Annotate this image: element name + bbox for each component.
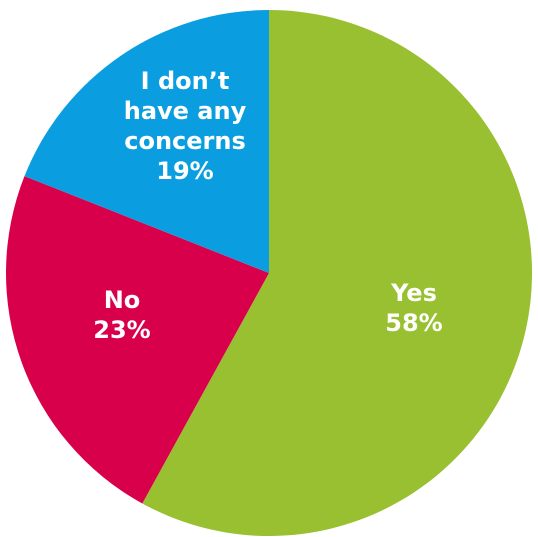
label-no-concerns-line: I don’t — [141, 67, 230, 95]
label-yes-line: 58% — [385, 309, 442, 337]
label-no: No 23% — [93, 286, 150, 344]
label-no-line: No — [104, 286, 141, 314]
pie-labels: Yes 58% No 23% I don’t have any concerns 19% — [93, 67, 442, 344]
label-no-concerns-line: have any — [124, 97, 247, 125]
label-no-concerns-line: concerns — [124, 127, 246, 155]
label-no-line: 23% — [93, 316, 150, 344]
slice-no-concerns — [24, 10, 269, 273]
pie-slices — [5, 10, 532, 536]
slice-yes — [142, 10, 532, 536]
label-no-concerns: I don’t have any concerns 19% — [124, 67, 247, 185]
slice-no — [5, 176, 270, 504]
label-yes-line: Yes — [390, 279, 437, 307]
label-no-concerns-line: 19% — [156, 157, 213, 185]
label-yes: Yes 58% — [385, 279, 442, 337]
